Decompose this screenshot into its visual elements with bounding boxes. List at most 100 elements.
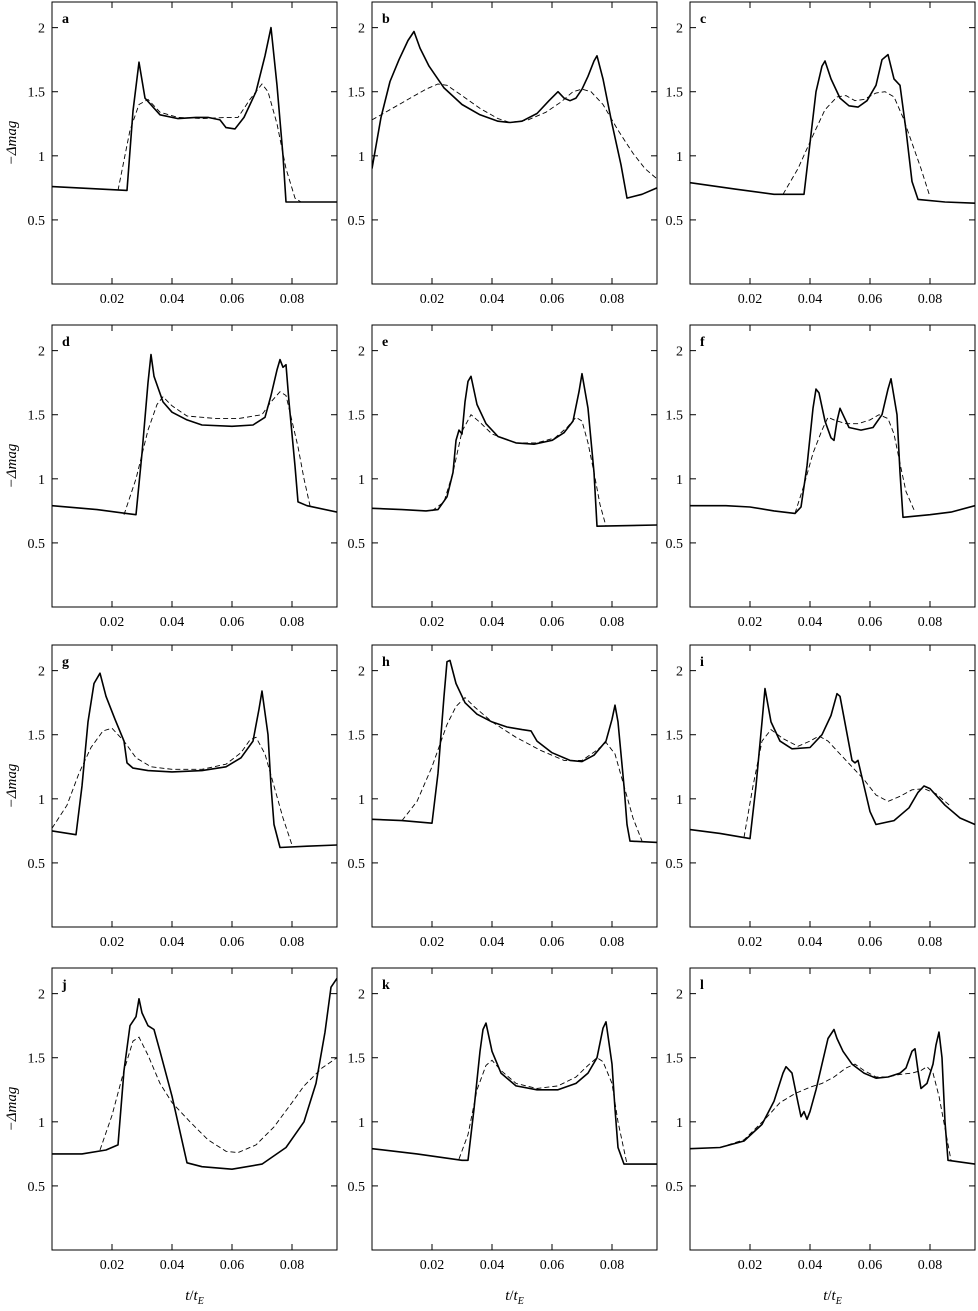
solid-curve (372, 30, 657, 199)
y-tick-label: 0.5 (666, 857, 684, 872)
panel-label: g (62, 655, 69, 670)
panel-label: h (382, 655, 390, 670)
y-tick-label: 1 (358, 150, 365, 165)
x-tick-label: 0.02 (738, 1258, 763, 1273)
panel-d: 0.02 0.04 0.06 0.08 0.5 1 1.5 2 d −Δmag (4, 324, 338, 630)
y-axis-label: −Δmag (4, 443, 20, 488)
y-tick-label: 1 (38, 793, 45, 808)
y-tick-label: 1.5 (348, 1052, 366, 1067)
panel-frame (371, 644, 658, 928)
x-tick-label: 0.02 (100, 935, 125, 950)
y-tick-label: 1 (358, 793, 365, 808)
x-label-subscript: E (517, 1296, 524, 1306)
y-tick-label: 2 (676, 988, 683, 1003)
y-tick-label: 0.5 (666, 1180, 684, 1195)
panel-label: f (700, 335, 705, 350)
y-tick-label: 1.5 (666, 86, 684, 101)
y-tick-label: 0.5 (28, 537, 46, 552)
y-tick-label: 1 (358, 1116, 365, 1131)
y-tick-label: 0.5 (348, 537, 366, 552)
y-axis-label: −Δmag (4, 1086, 20, 1131)
y-tick-label: 2 (358, 665, 365, 680)
y-tick-label: 2 (358, 345, 365, 360)
panel-label: e (382, 335, 388, 350)
x-axis-label: t/tE (505, 1288, 524, 1306)
y-tick-label: 1 (676, 793, 683, 808)
x-label-sep: / (827, 1288, 832, 1304)
dashed-curve (123, 391, 311, 515)
x-tick-label: 0.02 (100, 615, 125, 630)
y-tick-label: 0.5 (348, 1180, 366, 1195)
panel-label: c (700, 12, 706, 27)
solid-curve (52, 672, 337, 849)
x-tick-label: 0.06 (540, 615, 565, 630)
x-tick-label: 0.08 (280, 935, 305, 950)
x-tick-label: 0.08 (918, 615, 943, 630)
panel-frame (689, 324, 976, 608)
dashed-curve (458, 1057, 628, 1165)
x-tick-label: 0.08 (600, 292, 625, 307)
y-tick-label: 2 (676, 345, 683, 360)
x-tick-label: 0.04 (798, 935, 823, 950)
x-tick-label: 0.04 (798, 615, 823, 630)
x-tick-label: 0.04 (798, 1258, 823, 1273)
solid-curve (52, 353, 337, 516)
panel-a: 0.02 0.04 0.06 0.08 0.5 1 1.5 2 a −Δmag (4, 1, 338, 307)
x-tick-label: 0.08 (280, 1258, 305, 1273)
y-tick-label: 0.5 (28, 214, 46, 229)
x-label-tE: t (194, 1288, 199, 1304)
x-tick-label: 0.02 (420, 292, 445, 307)
dashed-curve (117, 83, 302, 203)
y-tick-label: 1 (38, 150, 45, 165)
dashed-curve (431, 413, 607, 527)
y-tick-label: 1 (38, 473, 45, 488)
x-label-sep: / (509, 1288, 514, 1304)
y-tick-label: 1.5 (28, 1052, 46, 1067)
solid-curve (690, 53, 975, 204)
x-tick-label: 0.06 (220, 935, 245, 950)
x-tick-label: 0.08 (280, 292, 305, 307)
x-tick-label: 0.02 (420, 615, 445, 630)
y-tick-label: 0.5 (348, 214, 366, 229)
x-tick-label: 0.08 (918, 935, 943, 950)
x-tick-label: 0.02 (738, 935, 763, 950)
panel-frame (371, 967, 658, 1251)
x-tick-label: 0.02 (100, 292, 125, 307)
panel-i: 0.02 0.04 0.06 0.08 0.5 1 1.5 2 i (666, 644, 976, 950)
y-axis-label: −Δmag (4, 120, 20, 165)
x-tick-label: 0.06 (220, 292, 245, 307)
x-label-t: t (185, 1288, 190, 1304)
y-tick-label: 2 (38, 345, 45, 360)
y-axis-label: −Δmag (4, 763, 20, 808)
x-tick-label: 0.02 (420, 935, 445, 950)
x-tick-label: 0.04 (480, 935, 505, 950)
panel-label: j (61, 978, 67, 993)
solid-curve (52, 977, 337, 1170)
y-tick-label: 1 (38, 1116, 45, 1131)
solid-curve (52, 26, 337, 203)
panel-frame (51, 1, 338, 285)
x-label-subscript: E (197, 1296, 204, 1306)
x-tick-label: 0.06 (220, 1258, 245, 1273)
panel-k: 0.02 0.04 0.06 0.08 0.5 1 1.5 2 k t/tE (348, 967, 658, 1307)
x-label-subscript: E (835, 1296, 842, 1306)
x-tick-label: 0.08 (918, 292, 943, 307)
dashed-curve (99, 1036, 337, 1154)
panel-b: 0.02 0.04 0.06 0.08 0.5 1 1.5 2 b (348, 1, 658, 307)
panel-frame (689, 644, 976, 928)
panel-label: k (382, 978, 390, 993)
y-tick-label: 2 (38, 988, 45, 1003)
y-tick-label: 1.5 (666, 729, 684, 744)
solid-curve (372, 372, 657, 527)
y-tick-label: 2 (676, 22, 683, 37)
panel-label: b (382, 12, 390, 27)
y-tick-label: 1.5 (28, 86, 46, 101)
dashed-curve (719, 1063, 952, 1161)
y-tick-label: 1.5 (666, 409, 684, 424)
x-tick-label: 0.02 (100, 1258, 125, 1273)
panel-h: 0.02 0.04 0.06 0.08 0.5 1 1.5 2 h (348, 644, 658, 950)
x-tick-label: 0.08 (600, 615, 625, 630)
y-tick-label: 1.5 (28, 409, 46, 424)
x-tick-label: 0.04 (160, 935, 185, 950)
